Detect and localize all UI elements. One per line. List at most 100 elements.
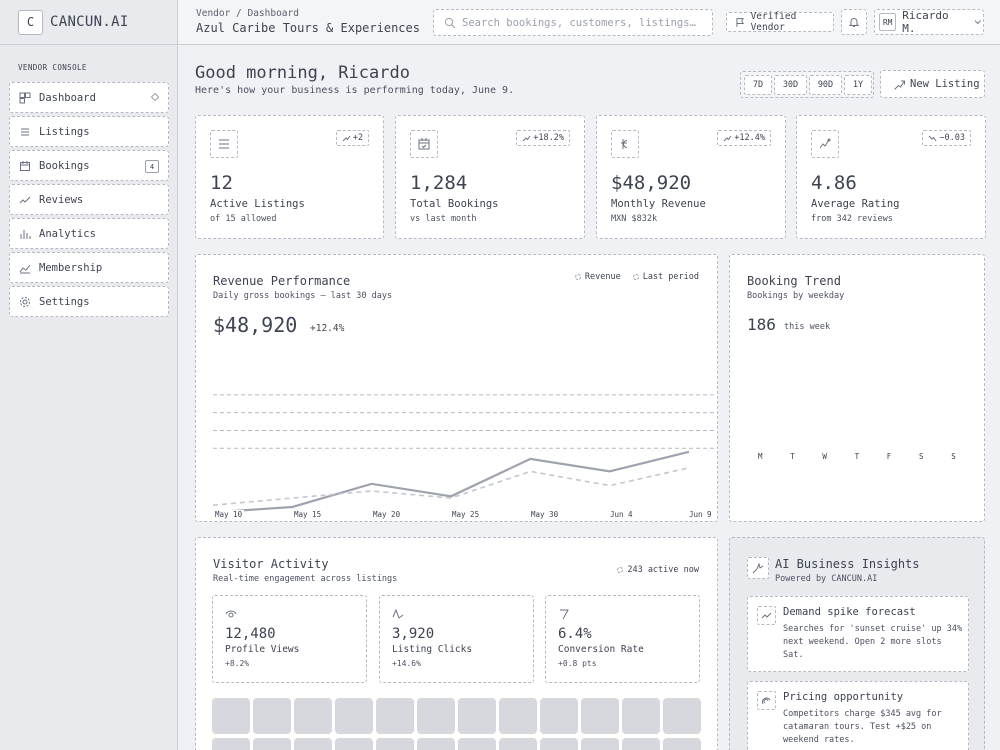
heatmap-cell[interactable] xyxy=(253,737,291,750)
kpi-card-total-bookings[interactable]: +18.2% 1,284 Total Bookings vs last mont… xyxy=(395,115,585,239)
dashboard-icon xyxy=(19,92,31,103)
heatmap-cell[interactable] xyxy=(458,698,496,734)
sidebar-item-dashboard[interactable]: Dashboard xyxy=(9,82,169,113)
bell-icon xyxy=(848,18,860,27)
heatmap-cell[interactable] xyxy=(417,737,455,750)
user-name: Ricardo M. xyxy=(902,9,949,35)
brand-name: CANCUN.AI xyxy=(50,14,129,30)
series-line-revenue[interactable] xyxy=(212,450,690,514)
heatmap-cell[interactable] xyxy=(458,737,496,750)
range-1y-button[interactable]: 1Y xyxy=(844,74,872,95)
heatmap-cell[interactable] xyxy=(376,737,414,750)
legend-item-last-period[interactable]: Last period xyxy=(632,272,699,282)
sidebar-item-reviews[interactable]: Reviews xyxy=(9,184,169,215)
heatmap-cell[interactable] xyxy=(663,698,701,734)
kpi-card-monthly-revenue[interactable]: +12.4% $48,920 Monthly Revenue MXN $832k xyxy=(596,115,786,239)
revenue-line-chart xyxy=(212,394,717,514)
x-tick-label: May 20 xyxy=(371,510,403,519)
heatmap-cell[interactable] xyxy=(540,698,578,734)
heatmap-cell[interactable] xyxy=(663,737,701,750)
heatmap-cell[interactable] xyxy=(253,698,291,734)
tile-value: 12,480 xyxy=(225,626,276,642)
sidebar-item-analytics[interactable]: Analytics xyxy=(9,218,169,249)
trend-up-icon xyxy=(522,135,531,141)
price-tag-icon xyxy=(757,691,776,710)
sidebar-item-label: Bookings xyxy=(39,159,90,172)
user-menu[interactable]: RM Ricardo M. xyxy=(874,9,984,35)
visitor-tile-listing-clicks[interactable]: 3,920 Listing Clicks +14.6% xyxy=(379,595,534,683)
heatmap-cell[interactable] xyxy=(417,698,455,734)
heatmap-cell[interactable] xyxy=(499,698,537,734)
heatmap-cell[interactable] xyxy=(622,698,660,734)
search-icon xyxy=(444,17,456,28)
heatmap-cell[interactable] xyxy=(581,698,619,734)
tile-sub: +0.8 pts xyxy=(558,659,597,668)
tile-sub: +14.6% xyxy=(392,659,421,668)
sidebar-item-listings[interactable]: Listings xyxy=(9,116,169,147)
notifications-button[interactable] xyxy=(841,9,867,35)
weekday-label: T xyxy=(854,452,860,461)
heatmap-cell[interactable] xyxy=(212,698,250,734)
insight-pricing-opportunity[interactable]: Pricing opportunity Competitors charge $… xyxy=(747,681,969,750)
heatmap-cell[interactable] xyxy=(376,698,414,734)
range-30d-button[interactable]: 30D xyxy=(774,74,807,95)
bookings-this-week-label: this week xyxy=(784,322,831,332)
chart-legend: Revenue Last period xyxy=(574,272,699,282)
visitor-tile-profile-views[interactable]: 12,480 Profile Views +8.2% xyxy=(212,595,367,683)
sidebar-item-settings[interactable]: Settings xyxy=(9,286,169,317)
heatmap-cell[interactable] xyxy=(581,737,619,750)
x-tick-label: May 25 xyxy=(450,510,482,519)
business-name: Azul Caribe Tours & Experiences xyxy=(196,21,420,35)
kpi-sub: MXN $832k xyxy=(611,214,658,224)
weekday-label: S xyxy=(951,452,956,461)
trend-up-icon xyxy=(723,135,732,141)
breadcrumb[interactable]: Vendor / Dashboard xyxy=(196,8,299,19)
tile-value: 3,920 xyxy=(392,626,435,642)
range-7d-button[interactable]: 7D xyxy=(744,74,772,95)
kpi-delta: +12.4% xyxy=(717,130,771,146)
sidebar-item-label: Listings xyxy=(39,125,90,138)
conversion-icon xyxy=(560,609,569,620)
kpi-value: 4.86 xyxy=(811,172,857,194)
tile-sub: +8.2% xyxy=(225,659,250,668)
date-range-selector: 7D 30D 90D 1Y xyxy=(740,71,874,98)
kpi-sub: of 15 allowed xyxy=(210,214,277,224)
insight-body: Searches for 'sunset cruise' up 34% next… xyxy=(783,624,963,660)
series-line-last-period[interactable] xyxy=(212,467,690,506)
sidebar: VENDOR CONSOLE Dashboard Listings Bookin… xyxy=(0,45,178,750)
star-icon xyxy=(19,196,31,203)
new-listing-button[interactable]: New Listing xyxy=(880,70,985,98)
flag-icon xyxy=(736,17,745,27)
ai-insights-panel: AI Business Insights Powered by CANCUN.A… xyxy=(729,537,985,750)
bookings-this-week: 186 xyxy=(747,315,776,334)
weekday-label: F xyxy=(886,452,892,461)
kpi-card-average-rating[interactable]: −0.03 4.86 Average Rating from 342 revie… xyxy=(796,115,986,239)
brand[interactable]: C CANCUN.AI xyxy=(0,0,178,45)
legend-item-revenue[interactable]: Revenue xyxy=(574,272,621,282)
revenue-total: $48,920 xyxy=(213,313,298,337)
card-title: AI Business Insights xyxy=(775,557,920,571)
insight-demand-spike[interactable]: Demand spike forecast Searches for 'suns… xyxy=(747,596,969,672)
sidebar-section-title: VENDOR CONSOLE xyxy=(18,63,87,72)
sidebar-item-membership[interactable]: Membership xyxy=(9,252,169,283)
weekday-label: M xyxy=(758,452,763,461)
heatmap-cell[interactable] xyxy=(294,698,332,734)
kpi-card-active-listings[interactable]: +2 12 Active Listings of 15 allowed xyxy=(195,115,384,239)
visitor-tile-conversion-rate[interactable]: 6.4% Conversion Rate +0.8 pts xyxy=(545,595,700,683)
kpi-sub: vs last month xyxy=(410,214,477,224)
verified-vendor-badge[interactable]: Verified Vendor xyxy=(726,11,834,33)
heatmap-cell[interactable] xyxy=(499,737,537,750)
heatmap-cell[interactable] xyxy=(212,737,250,750)
brand-logo: C xyxy=(18,9,43,35)
range-90d-button[interactable]: 90D xyxy=(809,74,842,95)
heatmap-cell[interactable] xyxy=(335,698,373,734)
heatmap-cell[interactable] xyxy=(294,737,332,750)
tile-label: Conversion Rate xyxy=(558,644,644,655)
verified-label: Verified Vendor xyxy=(750,11,797,33)
heatmap-cell[interactable] xyxy=(335,737,373,750)
heatmap-cell[interactable] xyxy=(622,737,660,750)
sidebar-item-bookings[interactable]: Bookings 4 xyxy=(9,150,169,181)
heatmap-cell[interactable] xyxy=(540,737,578,750)
card-subtitle: Powered by CANCUN.AI xyxy=(775,574,878,584)
search-input[interactable]: Search bookings, customers, listings… xyxy=(433,9,713,36)
